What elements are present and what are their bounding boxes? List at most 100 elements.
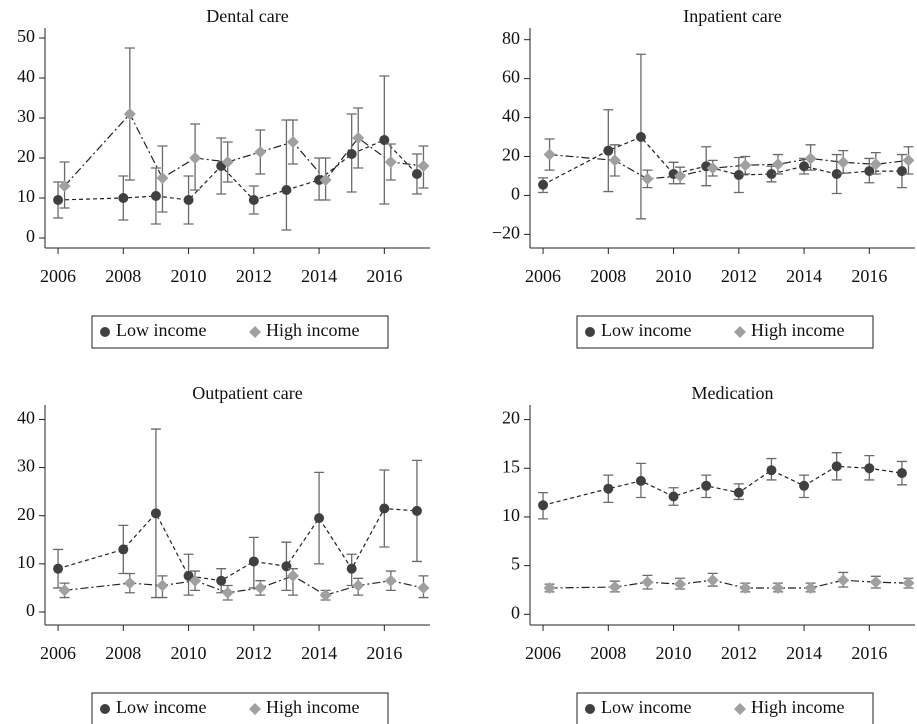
marker (674, 169, 687, 182)
x-tick-label: 2008 (590, 643, 626, 663)
x-tick-label: 2006 (40, 266, 76, 286)
x-tick-label: 2010 (656, 643, 692, 663)
y-tick-label: 0 (26, 600, 35, 620)
marker (896, 468, 907, 479)
y-tick-label: 20 (17, 504, 35, 524)
marker (608, 581, 621, 594)
marker (346, 149, 357, 159)
y-tick-label: 10 (17, 552, 35, 572)
x-tick-label: 2014 (301, 643, 337, 663)
marker (156, 172, 169, 184)
marker (766, 169, 777, 180)
marker (248, 195, 259, 205)
marker (902, 154, 915, 167)
panel-title: Medication (692, 383, 774, 403)
marker (248, 556, 259, 567)
marker (864, 463, 875, 474)
y-tick-label: 0 (511, 602, 520, 622)
x-tick-label: 2014 (786, 643, 822, 663)
marker (538, 500, 549, 511)
legend: Low income High income (576, 315, 874, 349)
series-line (58, 139, 418, 201)
series-line (542, 136, 902, 186)
legend-box (576, 315, 874, 349)
x-tick-label: 2014 (301, 266, 337, 286)
marker (585, 704, 595, 714)
legend-label: High income (751, 320, 844, 340)
series-line (64, 112, 424, 187)
y-tick-label: 80 (502, 28, 520, 48)
legend-label: Low income (116, 697, 206, 717)
legend: Low income High income (91, 692, 389, 724)
marker (902, 577, 915, 590)
marker (417, 581, 430, 594)
marker (123, 577, 136, 590)
legend-label: Low income (601, 320, 691, 340)
y-tick-label: 40 (502, 106, 520, 126)
series-line (549, 153, 909, 180)
x-tick-label: 2016 (366, 266, 402, 286)
marker (281, 561, 292, 572)
marker (189, 574, 202, 587)
marker (183, 570, 194, 581)
marker (869, 158, 882, 171)
x-tick-label: 2006 (525, 643, 561, 663)
marker (118, 193, 129, 203)
marker (249, 326, 261, 338)
marker (733, 487, 744, 498)
y-tick-label: 20 (502, 145, 520, 165)
marker (668, 491, 679, 502)
series-line (64, 575, 424, 596)
x-tick-label: 2016 (366, 643, 402, 663)
marker (831, 169, 842, 180)
marker (635, 132, 646, 143)
marker (379, 503, 390, 514)
marker (286, 136, 299, 148)
legend-label: High income (751, 697, 844, 717)
legend-label: High income (266, 320, 359, 340)
marker (641, 576, 654, 589)
marker (799, 480, 810, 491)
marker (585, 327, 595, 337)
marker (734, 326, 746, 338)
marker (216, 575, 227, 586)
marker (543, 582, 556, 595)
marker (804, 152, 817, 165)
x-tick-label: 2010 (656, 266, 692, 286)
y-tick-label: 30 (17, 106, 35, 126)
marker (100, 704, 110, 714)
legend-box (91, 692, 389, 724)
panel: Inpatient care −20 0 20 40 60 80 2006 2008 2010 20… (492, 6, 915, 349)
x-tick-label: 2014 (786, 266, 822, 286)
legend: Low income High income (576, 692, 874, 724)
marker (314, 175, 325, 185)
legend-label: High income (266, 697, 359, 717)
marker (352, 132, 365, 144)
marker (53, 195, 64, 205)
marker (733, 169, 744, 180)
panel-title: Inpatient care (683, 6, 781, 26)
x-tick-label: 2012 (721, 266, 757, 286)
x-tick-label: 2012 (721, 643, 757, 663)
legend-label: Low income (116, 320, 206, 340)
marker (674, 578, 687, 591)
marker (739, 582, 752, 595)
series-line (542, 465, 903, 506)
y-tick-label: 10 (502, 505, 520, 525)
marker (319, 174, 332, 186)
marker (635, 475, 646, 486)
y-tick-label: 15 (502, 456, 520, 476)
y-tick-label: 10 (17, 186, 35, 206)
legend-label: Low income (601, 697, 691, 717)
x-tick-label: 2010 (171, 643, 207, 663)
series-line (57, 507, 417, 582)
marker (869, 576, 882, 589)
marker (411, 169, 422, 179)
x-tick-label: 2010 (171, 266, 207, 286)
marker (221, 586, 234, 599)
marker (189, 152, 202, 164)
marker (701, 480, 712, 491)
x-tick-label: 2008 (105, 643, 141, 663)
marker (249, 703, 261, 715)
